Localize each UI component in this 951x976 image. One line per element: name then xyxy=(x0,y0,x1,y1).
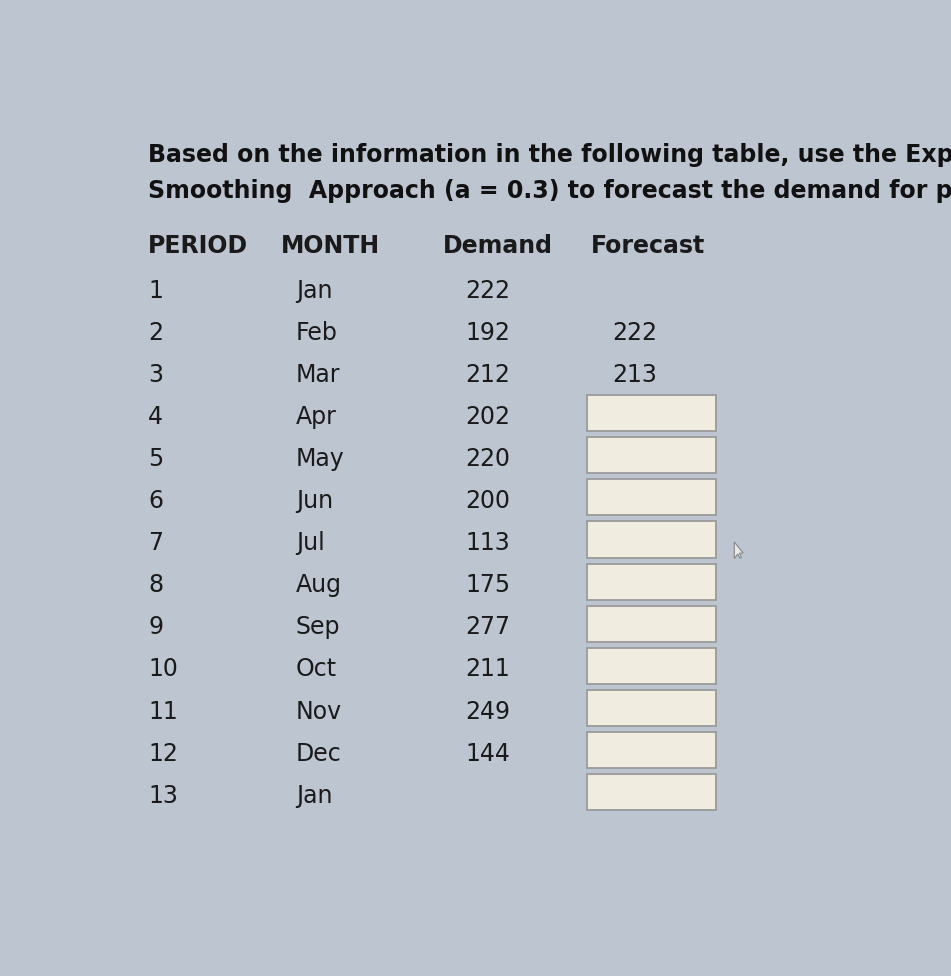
Text: Jun: Jun xyxy=(296,489,333,513)
Text: Jan: Jan xyxy=(296,279,332,303)
Bar xyxy=(587,479,716,515)
Bar xyxy=(587,395,716,431)
Text: Sep: Sep xyxy=(296,616,340,639)
Text: 12: 12 xyxy=(148,742,178,765)
Text: MONTH: MONTH xyxy=(281,233,380,258)
Text: 220: 220 xyxy=(465,447,511,471)
Text: Dec: Dec xyxy=(296,742,341,765)
Text: 175: 175 xyxy=(465,573,511,597)
Text: 222: 222 xyxy=(465,279,511,303)
Text: Apr: Apr xyxy=(296,405,337,429)
Polygon shape xyxy=(734,542,744,558)
Text: 2: 2 xyxy=(148,321,164,345)
Text: 222: 222 xyxy=(612,321,658,345)
Text: 8: 8 xyxy=(148,573,164,597)
Text: Based on the information in the following table, use the Exponential: Based on the information in the followin… xyxy=(148,143,951,168)
Text: Forecast: Forecast xyxy=(591,233,705,258)
Text: 202: 202 xyxy=(465,405,511,429)
Text: Aug: Aug xyxy=(296,573,341,597)
Text: 113: 113 xyxy=(465,531,510,555)
Bar xyxy=(587,648,716,684)
Text: 277: 277 xyxy=(465,616,511,639)
Bar xyxy=(587,690,716,726)
Bar xyxy=(587,732,716,768)
Bar xyxy=(587,774,716,810)
Text: Feb: Feb xyxy=(296,321,338,345)
Text: May: May xyxy=(296,447,344,471)
Text: 11: 11 xyxy=(148,700,178,723)
Text: 200: 200 xyxy=(465,489,511,513)
Text: Jan: Jan xyxy=(296,784,332,808)
Text: 7: 7 xyxy=(148,531,164,555)
Text: 5: 5 xyxy=(148,447,164,471)
Text: 4: 4 xyxy=(148,405,164,429)
Text: 9: 9 xyxy=(148,616,164,639)
Text: 3: 3 xyxy=(148,363,164,386)
Text: 249: 249 xyxy=(465,700,511,723)
Text: 213: 213 xyxy=(612,363,657,386)
Text: PERIOD: PERIOD xyxy=(148,233,248,258)
Text: 6: 6 xyxy=(148,489,164,513)
Text: 211: 211 xyxy=(465,658,510,681)
Text: 212: 212 xyxy=(465,363,510,386)
Text: 13: 13 xyxy=(148,784,178,808)
Text: Oct: Oct xyxy=(296,658,337,681)
Text: 10: 10 xyxy=(148,658,178,681)
Text: Smoothing  Approach (a = 0.3) to forecast the demand for periods 4-13: Smoothing Approach (a = 0.3) to forecast… xyxy=(148,180,951,204)
Text: Mar: Mar xyxy=(296,363,340,386)
Text: Demand: Demand xyxy=(443,233,553,258)
Text: 1: 1 xyxy=(148,279,164,303)
Bar xyxy=(587,605,716,641)
Bar xyxy=(587,437,716,473)
Text: 144: 144 xyxy=(465,742,510,765)
Bar xyxy=(587,563,716,599)
Bar xyxy=(587,521,716,557)
Text: Jul: Jul xyxy=(296,531,324,555)
Text: Nov: Nov xyxy=(296,700,342,723)
Text: 192: 192 xyxy=(465,321,510,345)
